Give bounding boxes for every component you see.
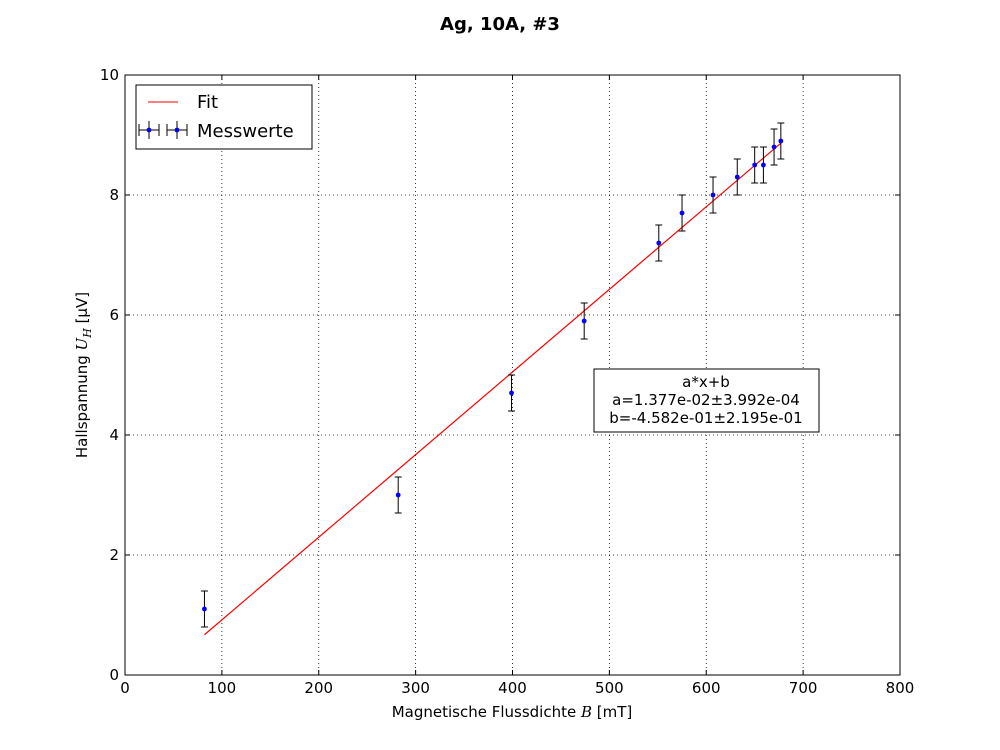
data-marker: [679, 210, 685, 216]
fit-line: [204, 142, 782, 636]
data-point: [751, 146, 759, 184]
x-axis-label: Magnetische Flussdichte B [mT]: [392, 703, 633, 721]
fit-line-layer: [204, 142, 782, 636]
y-tick-label: 6: [109, 306, 119, 324]
x-tick-label: 400: [498, 679, 527, 697]
data-point: [777, 122, 785, 160]
data-marker: [710, 192, 716, 198]
x-tick-label: 700: [789, 679, 818, 697]
data-marker: [778, 138, 784, 144]
y-axis-label-suffix: [μV]: [73, 292, 91, 328]
y-tick-label: 8: [109, 186, 119, 204]
y-axis-label-symbol: U: [73, 336, 91, 350]
x-tick-label: 800: [886, 679, 915, 697]
fit-param-b: b=-4.582e-01±2.195e-01: [609, 409, 802, 427]
data-point: [709, 176, 717, 214]
data-point: [759, 146, 767, 184]
data-point: [394, 476, 402, 514]
data-points-layer: [200, 122, 785, 628]
y-axis-label-subscript: H: [81, 328, 94, 339]
x-tick-label: 100: [208, 679, 237, 697]
legend-messwerte-label: Messwerte: [197, 121, 294, 142]
data-point: [580, 302, 588, 340]
data-point: [508, 374, 516, 412]
data-point: [733, 158, 741, 196]
chart-title: Ag, 10A, #3: [440, 14, 560, 35]
data-marker: [752, 162, 758, 168]
data-marker: [656, 240, 662, 246]
legend-fit-label: Fit: [197, 92, 218, 113]
x-tick-label: 200: [304, 679, 333, 697]
x-axis-label-symbol: B: [580, 703, 592, 721]
data-point: [678, 194, 686, 232]
data-marker: [202, 606, 207, 612]
y-tick-label: 0: [109, 666, 119, 684]
y-tick-label: 2: [109, 546, 119, 564]
fit-annotation-box: [593, 368, 820, 433]
data-marker: [761, 162, 766, 168]
data-marker: [395, 492, 401, 498]
x-axis-label-suffix: [mT]: [592, 703, 632, 721]
y-axis-label-prefix: Hallspannung: [73, 350, 91, 458]
y-tick-label: 4: [109, 426, 119, 444]
y-tick-label: 10: [100, 66, 119, 84]
data-point: [770, 128, 778, 166]
axis-ticks: 0 100 200 300 400 500 600 700 800 0 2 4 6 8 10: [100, 66, 914, 697]
fit-formula: a*x+b: [682, 373, 730, 391]
y-axis-label: Hallspannung UH [μV]: [73, 292, 94, 458]
legend-box: [135, 84, 313, 150]
data-point: [655, 224, 663, 262]
x-tick-label: 300: [401, 679, 430, 697]
x-tick-label: 600: [692, 679, 721, 697]
legend-messwerte-swatch: [138, 121, 188, 139]
data-marker: [581, 318, 587, 324]
x-axis-label-prefix: Magnetische Flussdichte: [392, 703, 581, 721]
data-marker: [509, 390, 514, 396]
data-point: [200, 590, 208, 628]
data-marker: [734, 174, 740, 180]
legend: Fit Messwerte: [135, 84, 313, 150]
x-tick-label: 500: [595, 679, 624, 697]
data-marker: [771, 144, 777, 150]
fit-annotation: a*x+b a=1.377e-02±3.992e-04 b=-4.582e-01…: [593, 368, 820, 433]
x-tick-label: 0: [120, 679, 130, 697]
fit-param-a: a=1.377e-02±3.992e-04: [612, 391, 800, 409]
